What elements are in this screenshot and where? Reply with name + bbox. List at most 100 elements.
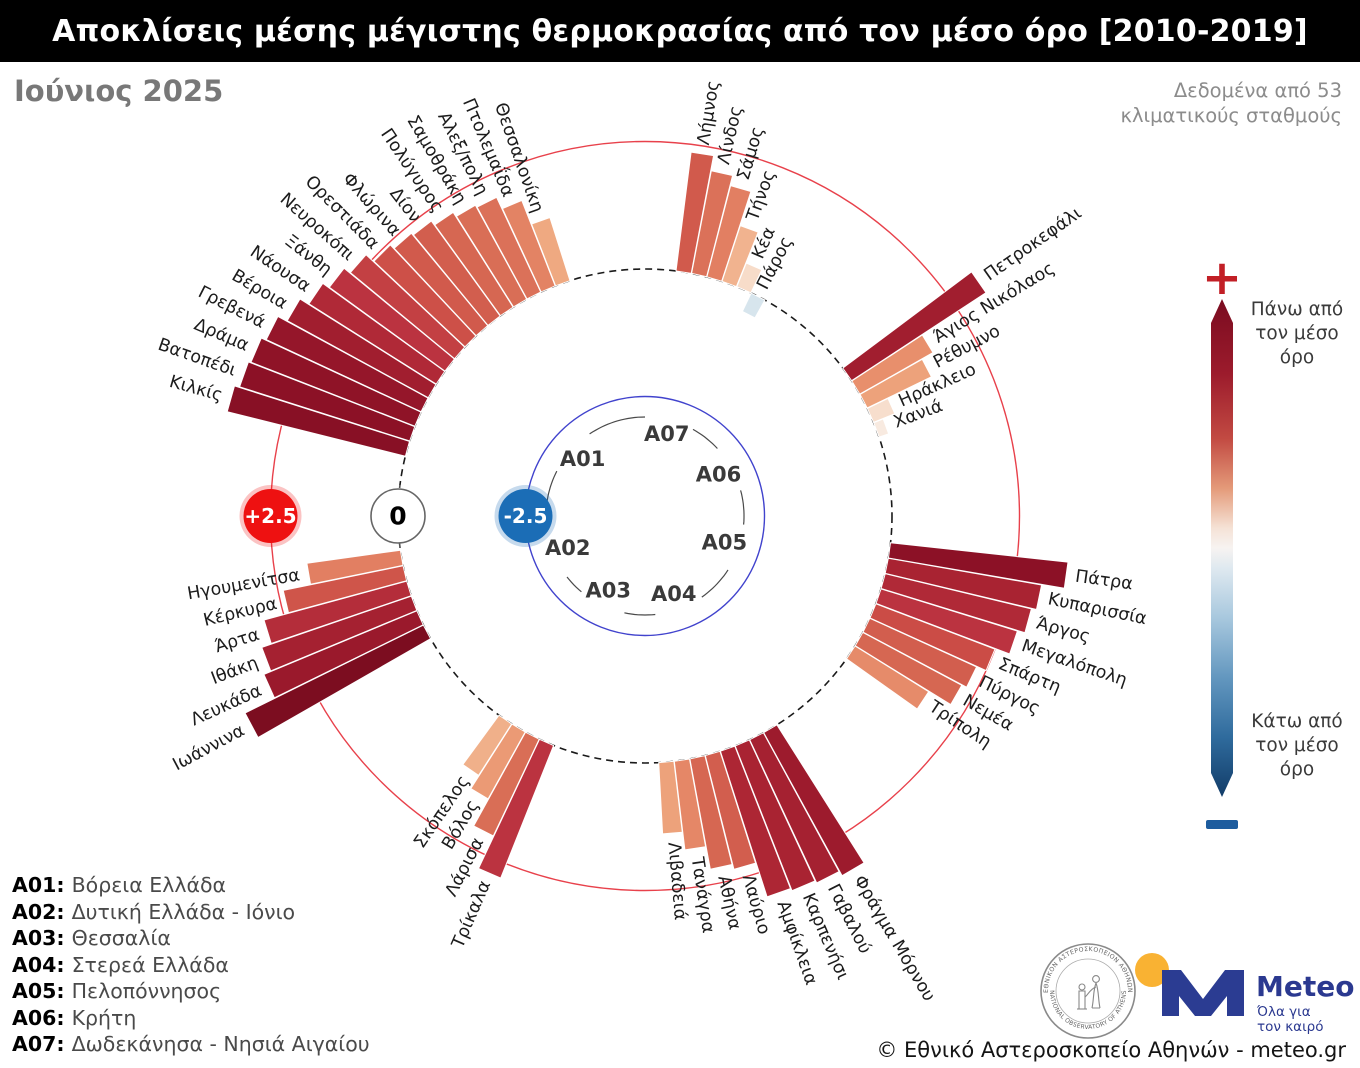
station-bar [880, 573, 1033, 634]
station-bar [282, 565, 408, 614]
station-label: Πάτρα [1074, 567, 1134, 595]
station-bar [721, 224, 759, 288]
region-label-a06: A06 [696, 462, 741, 486]
noa-seal-illustration [1077, 975, 1101, 1010]
svg-text:όρο: όρο [1280, 759, 1314, 780]
legend-item-a05: A05: Πελοπόννησος [12, 979, 222, 1003]
region-label-a03: A03 [585, 579, 630, 603]
station-bar [263, 580, 412, 645]
station-bar [862, 617, 978, 688]
station-bar [658, 760, 683, 835]
station-bar [869, 603, 996, 672]
station-bar [455, 204, 528, 308]
station-bar [719, 745, 792, 898]
station-bar [263, 610, 424, 699]
svg-text:όρο: όρο [1280, 347, 1314, 368]
center-arc [589, 416, 646, 435]
meteo-logo-dot [1135, 953, 1169, 987]
svg-text:τον μέσο: τον μέσο [1255, 323, 1339, 344]
station-bar [462, 714, 513, 777]
station-bar [226, 385, 411, 457]
marker-zero [370, 488, 426, 544]
colorbar-minus-sign [1206, 820, 1238, 829]
region-label-a05: A05 [702, 530, 747, 554]
station-bar [328, 267, 456, 372]
marker-plus25-label: +2.5 [244, 504, 296, 528]
meteo-logo: Meteo Όλα για τον καιρό [1135, 953, 1354, 1035]
station-bar [433, 211, 514, 317]
center-arc [566, 576, 582, 593]
data-source-note: Δεδομένα από 53 κλιματικούς σταθμούς [1120, 78, 1342, 128]
center-arc [624, 612, 656, 616]
station-bar [749, 732, 840, 884]
meteo-logo-tagline2: τον καιρό [1257, 1019, 1323, 1035]
station-bar [530, 216, 571, 287]
region-label-a02: A02 [545, 536, 590, 560]
marker-plus25 [243, 489, 298, 543]
colorbar-legend: + Πάνω από τον μέσο όρο Κάτω από τον μέσ… [1202, 250, 1343, 829]
station-bar [763, 724, 865, 877]
title-bar: Αποκλίσεις μέσης μέγιστης θερμοκρασίας α… [0, 0, 1360, 62]
station-bar [704, 750, 757, 870]
station-bar [412, 220, 501, 327]
station-bar [265, 315, 429, 413]
station-label: Ηγουμενίτσα [186, 565, 302, 604]
station-bar [261, 595, 418, 672]
station-label: Λιβαδειά [663, 841, 690, 921]
center-arc [701, 569, 729, 598]
station-bar [884, 557, 1043, 611]
station-bar [673, 758, 707, 851]
station-bar [470, 723, 526, 800]
marker-zero-label: 0 [389, 502, 406, 531]
station-bar [473, 731, 540, 837]
station-bar [250, 337, 422, 427]
data-source-line1: Δεδομένα από 53 [1173, 79, 1342, 102]
station-bar [373, 244, 477, 348]
page-title: Αποκλίσεις μέσης μέγιστης θερμοκρασίας α… [52, 13, 1308, 49]
station-bar [691, 170, 734, 278]
station-bar [477, 738, 555, 879]
station-bar [689, 755, 733, 870]
station-label: Κιλκίς [167, 372, 225, 406]
colorbar-gradient [1211, 299, 1233, 797]
svg-text:Πάνω από: Πάνω από [1251, 299, 1343, 320]
reference-ring-0 [397, 268, 893, 764]
legend-item-a04: A04: Στερεά Ελλάδα [12, 952, 229, 977]
marker-minus25-label: -2.5 [504, 504, 548, 528]
station-bar [286, 298, 437, 399]
station-bar [393, 232, 489, 337]
legend-item-a07: A07: Δωδεκάνησα - Νησιά Αιγαίου [12, 1032, 370, 1056]
station-bar [887, 542, 1069, 589]
station-bar [308, 282, 446, 385]
meteo-logo-tagline1: Όλα για [1256, 1004, 1311, 1020]
center-arc [740, 490, 745, 525]
svg-text:τον μέσο: τον μέσο [1255, 735, 1339, 756]
station-bar [859, 358, 933, 409]
region-legend: A01: Βόρεια Ελλάδα A02: Δυτική Ελλάδα - Ιό… [12, 872, 370, 1058]
svg-text:Κάτω από: Κάτω από [1251, 711, 1343, 732]
station-bar [741, 292, 766, 319]
station-bar [734, 739, 816, 892]
legend-item-a03: A03: Θεσσαλία [12, 926, 171, 950]
region-label-a07: A07 [644, 422, 689, 446]
meteo-logo-m [1162, 970, 1244, 1016]
station-bar [238, 361, 416, 442]
station-bar [845, 645, 930, 710]
meteo-logo-name: Meteo [1256, 970, 1354, 1003]
region-label-a04: A04 [651, 582, 696, 606]
station-bar [854, 631, 963, 706]
station-bar [851, 334, 934, 395]
station-label: Άρτα [213, 625, 262, 657]
station-bar [866, 397, 896, 424]
station-label: Ιωάννινα [170, 721, 248, 775]
station-bar [873, 418, 890, 438]
legend-item-a01: A01: Βόρεια Ελλάδα [12, 873, 227, 897]
colorbar-plus-sign: + [1202, 250, 1242, 306]
station-bar [476, 196, 542, 300]
colorbar-below-text: Κάτω από τον μέσο όρο [1251, 711, 1343, 780]
station-bar [244, 624, 432, 739]
center-arc [692, 428, 718, 449]
station-bar [675, 151, 715, 274]
month-label: Ιούνιος 2025 [14, 74, 224, 108]
